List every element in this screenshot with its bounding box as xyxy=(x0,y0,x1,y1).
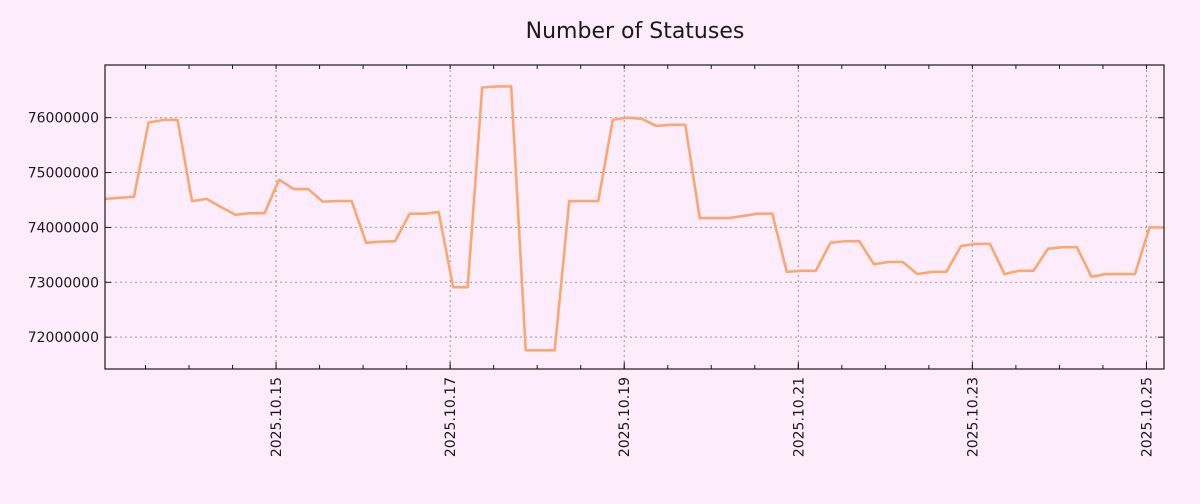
y-tick-label: 72000000 xyxy=(28,330,99,346)
x-tick-label: 2025.10.23 xyxy=(965,377,981,457)
x-tick-label: 2025.10.19 xyxy=(617,377,633,457)
x-tick-label: 2025.10.25 xyxy=(1139,377,1155,457)
series-line xyxy=(105,86,1164,350)
y-tick-label: 74000000 xyxy=(28,220,99,236)
chart-title: Number of Statuses xyxy=(526,19,745,44)
plot-frame xyxy=(105,65,1164,369)
x-tick-label: 2025.10.17 xyxy=(443,377,459,457)
y-tick-label: 76000000 xyxy=(28,111,99,127)
x-tick-label: 2025.10.15 xyxy=(269,377,285,457)
y-tick-label: 73000000 xyxy=(28,275,99,291)
y-tick-label: 75000000 xyxy=(28,166,99,182)
x-tick-label: 2025.10.21 xyxy=(791,377,807,457)
